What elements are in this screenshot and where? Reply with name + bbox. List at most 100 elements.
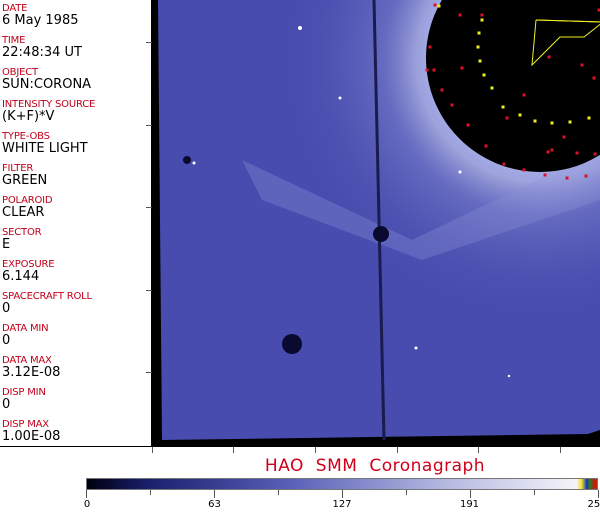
overlay-marker: [501, 105, 505, 109]
colorbar-tick: [86, 490, 87, 498]
overlay-marker: [505, 116, 509, 120]
axis-tick: [146, 207, 152, 208]
overlay-marker: [490, 86, 494, 90]
field-value: 0: [2, 397, 11, 412]
axis-tick: [146, 125, 152, 126]
colorbar-tick-label: 127: [332, 499, 352, 510]
field-polaroid: POLAROID CLEAR: [2, 195, 53, 220]
field-sector: SECTOR E: [2, 227, 42, 252]
overlay-marker: [432, 68, 436, 72]
field-label: POLAROID: [2, 195, 53, 206]
overlay-marker: [565, 176, 569, 180]
overlay-marker: [550, 148, 554, 152]
field-label: DISP MAX: [2, 419, 49, 430]
field-time: TIME 22:48:34 UT: [2, 35, 82, 60]
field-disp-min: DISP MIN 0: [2, 387, 46, 412]
overlay-marker: [477, 31, 481, 35]
occulter-pylon-spot: [373, 226, 389, 242]
colorbar-tick: [278, 490, 279, 495]
field-exposure: EXPOSURE 6.144: [2, 259, 55, 284]
overlay-marker: [568, 120, 572, 124]
axis-tick: [560, 447, 561, 453]
overlay-marker: [592, 76, 596, 80]
overlay-marker: [480, 18, 484, 22]
overlay-marker: [580, 63, 584, 67]
field-value: SUN:CORONA: [2, 77, 92, 92]
field-value: GREEN: [2, 173, 48, 188]
overlay-marker: [533, 119, 537, 123]
field-value: 6 May 1985: [2, 13, 79, 28]
overlay-marker: [584, 174, 588, 178]
colorbar-tick: [470, 490, 471, 498]
field-value: 6.144: [2, 269, 40, 284]
overlay-marker: [450, 103, 454, 107]
overlay-marker: [575, 151, 579, 155]
overlay-marker: [428, 45, 432, 49]
overlay-marker: [482, 73, 486, 77]
overlay-marker: [425, 68, 429, 72]
colorbar-tick-label: 191: [459, 499, 480, 510]
field-value: WHITE LIGHT: [2, 141, 88, 156]
field-object: OBJECT SUN:CORONA: [2, 67, 91, 92]
colorbar-tick-label: 255: [587, 499, 600, 510]
field-value: 3.12E-08: [2, 365, 61, 380]
axis-tick: [146, 42, 152, 43]
field-value: 22:48:34 UT: [2, 45, 82, 60]
overlay-marker: [476, 45, 480, 49]
overlay-marker: [593, 152, 597, 156]
axis-tick: [233, 447, 234, 453]
axis-tick: [152, 447, 153, 453]
colorbar: [86, 478, 598, 490]
field-label: FILTER: [2, 163, 34, 174]
field-filter: FILTER GREEN: [2, 163, 47, 188]
colorbar-tick: [598, 490, 599, 498]
overlay-marker: [437, 4, 441, 8]
field-value: 0: [2, 301, 11, 316]
field-label: SPACECRAFT ROLL: [2, 291, 92, 302]
colorbar-tick-label: 0: [83, 499, 91, 510]
colorbar-tick: [150, 490, 151, 495]
overlay-marker: [480, 13, 484, 17]
colorbar-tick: [534, 490, 535, 495]
overlay-marker: [587, 116, 591, 120]
axis-tick: [478, 447, 479, 453]
field-data-max: DATA MAX 3.12E-08: [2, 355, 60, 380]
overlay-marker: [502, 162, 506, 166]
overlay-marker: [547, 55, 551, 59]
field-label: DATE: [2, 3, 28, 14]
plot-title: HAO SMM Coronagraph: [264, 456, 486, 476]
colorbar-tick: [214, 490, 215, 498]
overlay-marker: [562, 135, 566, 139]
field-value: 1.00E-08: [2, 429, 61, 444]
axis-tick: [146, 290, 152, 291]
field-label: TIME: [2, 35, 26, 46]
overlay-marker: [460, 66, 464, 70]
field-value: (K+F)*V: [2, 109, 55, 124]
field-disp-max: DISP MAX 1.00E-08: [2, 419, 60, 444]
field-spacecraft-roll: SPACECRAFT ROLL 0: [2, 291, 92, 316]
overlay-marker: [433, 3, 437, 7]
field-label: SECTOR: [2, 227, 42, 238]
overlay-marker: [543, 173, 547, 177]
colorbar-tick: [406, 490, 407, 495]
field-date: DATE 6 May 1985: [2, 3, 79, 28]
field-label: INTENSITY SOURCE: [2, 99, 96, 110]
overlay-marker: [484, 144, 488, 148]
overlay-marker: [522, 93, 526, 97]
overlay-marker: [518, 113, 522, 117]
field-label: DATA MAX: [2, 355, 52, 366]
field-label: EXPOSURE: [2, 259, 55, 270]
field-type-obs: TYPE-OBS WHITE LIGHT: [2, 131, 88, 156]
axis-tick: [315, 447, 316, 453]
field-value: 0: [2, 333, 11, 348]
field-label: OBJECT: [2, 67, 38, 78]
overlay-marker: [466, 123, 470, 127]
field-intensity-source: INTENSITY SOURCE (K+F)*V: [2, 99, 95, 124]
overlay-marker: [458, 13, 462, 17]
field-data-min: DATA MIN 0: [2, 323, 49, 348]
coronagraph-image: [152, 0, 600, 447]
field-label: TYPE-OBS: [2, 131, 50, 142]
overlay-marker: [522, 168, 526, 172]
colorbar-tick-label: 63: [208, 499, 221, 510]
overlay-marker: [478, 59, 482, 63]
